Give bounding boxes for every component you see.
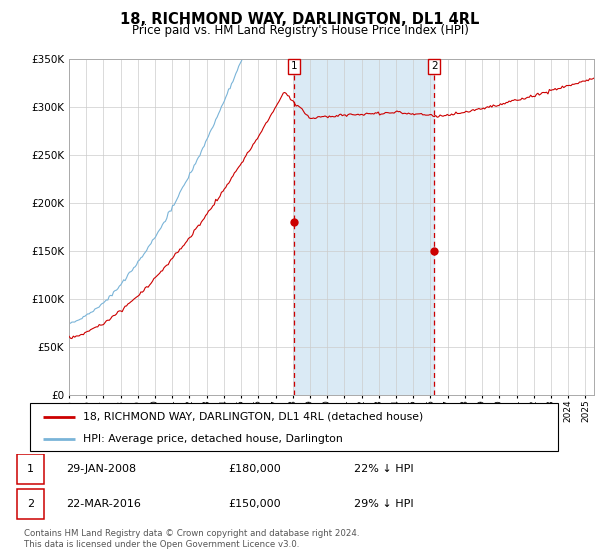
Text: 2: 2 (26, 499, 34, 509)
Text: £150,000: £150,000 (229, 499, 281, 509)
Text: 2: 2 (431, 62, 437, 72)
Text: 22-MAR-2016: 22-MAR-2016 (66, 499, 141, 509)
Text: 29-JAN-2008: 29-JAN-2008 (66, 464, 136, 474)
Text: 1: 1 (27, 464, 34, 474)
Text: 29% ↓ HPI: 29% ↓ HPI (354, 499, 413, 509)
Text: HPI: Average price, detached house, Darlington: HPI: Average price, detached house, Darl… (83, 434, 343, 444)
FancyBboxPatch shape (17, 454, 44, 484)
Text: Contains HM Land Registry data © Crown copyright and database right 2024.
This d: Contains HM Land Registry data © Crown c… (24, 529, 359, 549)
Text: 18, RICHMOND WAY, DARLINGTON, DL1 4RL: 18, RICHMOND WAY, DARLINGTON, DL1 4RL (121, 12, 479, 27)
Text: 22% ↓ HPI: 22% ↓ HPI (354, 464, 413, 474)
Bar (294, 59, 434, 395)
Text: Price paid vs. HM Land Registry's House Price Index (HPI): Price paid vs. HM Land Registry's House … (131, 24, 469, 37)
Text: 1: 1 (291, 62, 298, 72)
FancyBboxPatch shape (17, 488, 44, 520)
Text: 18, RICHMOND WAY, DARLINGTON, DL1 4RL (detached house): 18, RICHMOND WAY, DARLINGTON, DL1 4RL (d… (83, 412, 423, 422)
Text: £180,000: £180,000 (229, 464, 281, 474)
